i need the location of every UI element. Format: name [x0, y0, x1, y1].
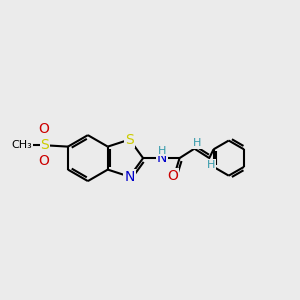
Text: S: S [125, 133, 134, 146]
Text: S: S [40, 138, 50, 152]
Text: H: H [158, 146, 167, 155]
Text: H: H [193, 138, 201, 148]
Text: N: N [124, 170, 135, 184]
Text: O: O [38, 154, 49, 169]
Text: H: H [206, 160, 215, 170]
Text: CH₃: CH₃ [11, 140, 32, 150]
Text: O: O [38, 122, 49, 136]
Text: O: O [167, 169, 178, 183]
Text: N: N [157, 151, 167, 165]
